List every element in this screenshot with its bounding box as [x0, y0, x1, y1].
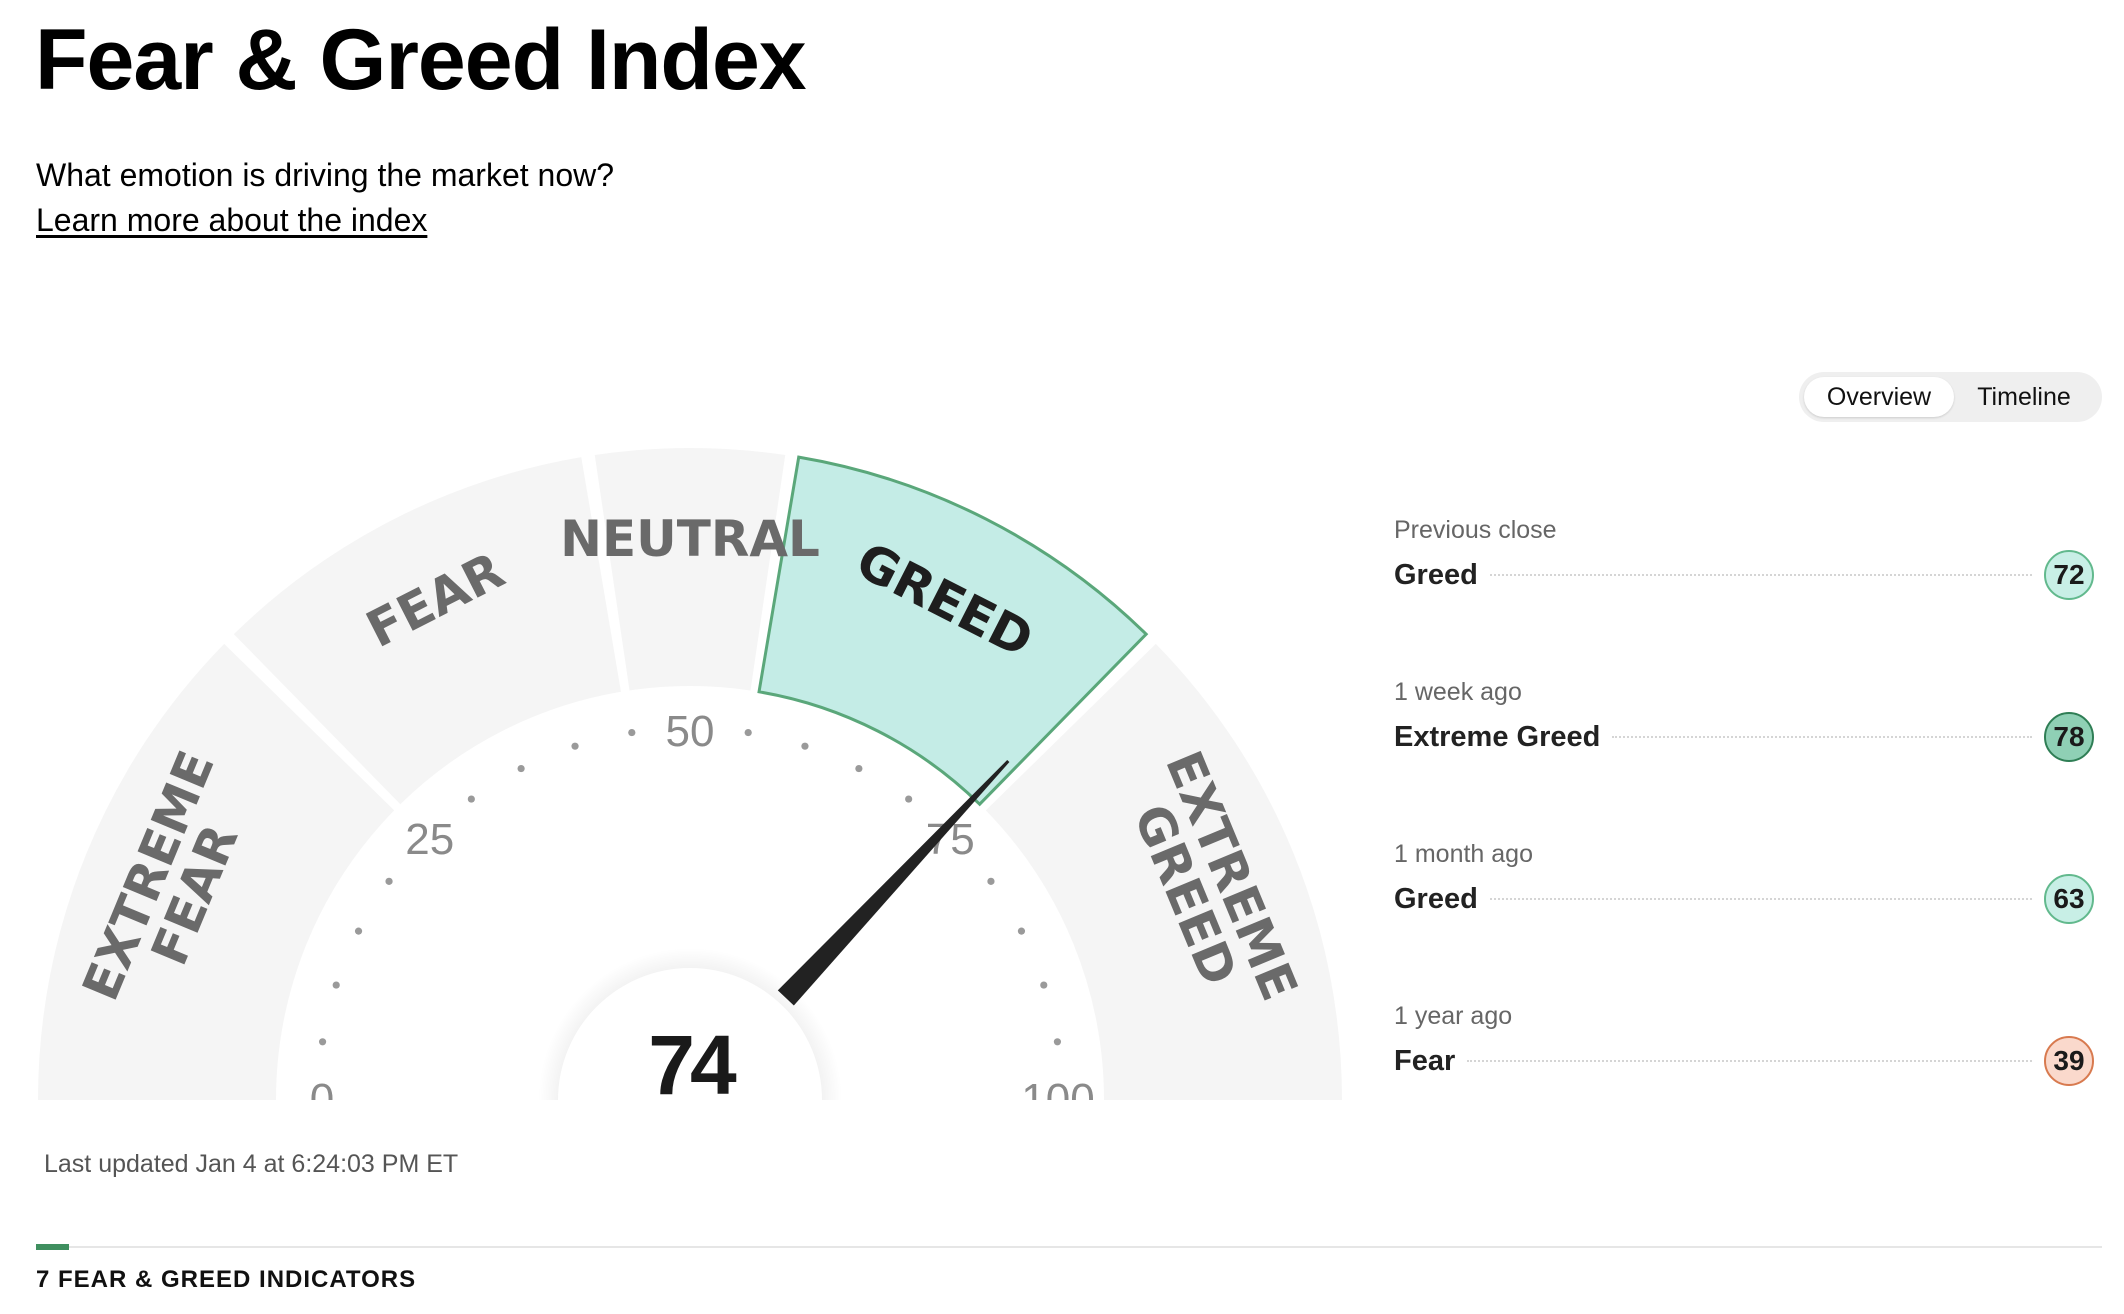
gauge-tick-dot — [1017, 927, 1026, 935]
gauge-value: 74 — [648, 1018, 736, 1112]
gauge-zone-fear — [233, 457, 621, 805]
gauge-tick-dot — [855, 764, 863, 773]
gauge-tick-dot — [318, 1038, 327, 1046]
gauge-tick-dot — [905, 795, 913, 803]
gauge-zone-label: NEUTRAL — [560, 510, 820, 568]
dotted-leader — [1489, 574, 2032, 576]
gauge-tick-dot — [1053, 1038, 1062, 1046]
history-when: Previous close — [1394, 516, 1557, 544]
gauge-tick-dot — [987, 877, 995, 885]
gauge-hub — [558, 968, 822, 1140]
dotted-leader — [1489, 898, 2032, 900]
indicators-section-title[interactable]: 7 FEAR & GREED INDICATORS — [36, 1266, 417, 1293]
gauge-tick-dot — [385, 877, 393, 885]
gauge-tick-dot — [571, 742, 579, 750]
learn-more-link[interactable]: Learn more about the index — [36, 202, 428, 238]
gauge-tick-dot — [628, 728, 636, 737]
history-label: Extreme Greed — [1394, 720, 1601, 753]
timeline-tab[interactable]: Timeline — [1977, 382, 2071, 411]
gauge-zone-extreme-fear — [38, 643, 395, 1100]
gauge-tick-dot — [744, 728, 752, 737]
gauge-tick-dot — [517, 764, 525, 773]
section-tab-indicator — [36, 1244, 69, 1250]
gauge-zone-extreme-greed — [985, 643, 1342, 1100]
dotted-leader — [1467, 1060, 2032, 1062]
gauge-tick-dot — [1040, 981, 1048, 989]
history-label: Fear — [1394, 1044, 1456, 1077]
history-badge: 78 — [2044, 712, 2094, 762]
gauge-tick-label: 25 — [405, 815, 454, 864]
section-divider — [36, 1246, 2102, 1248]
gauge-tick-dot — [354, 927, 363, 935]
overview-tab[interactable]: Overview — [1804, 377, 1954, 417]
history-when: 1 week ago — [1394, 678, 1522, 706]
gauge-tick-dot — [332, 981, 340, 989]
gauge-tick-dot — [467, 795, 475, 803]
gauge-zone-neutral — [594, 447, 786, 691]
gauge-tick-label: 50 — [666, 707, 715, 756]
page-title: Fear & Greed Index — [35, 12, 807, 108]
history-item-1-month: 1 month ago Greed 63 — [1394, 840, 2094, 940]
history-item-1-year: 1 year ago Fear 39 — [1394, 1002, 2094, 1102]
page-subtitle: What emotion is driving the market now? — [36, 157, 615, 193]
history-item-1-week: 1 week ago Extreme Greed 78 — [1394, 678, 2094, 778]
history-item-previous-close: Previous close Greed 72 — [1394, 516, 2094, 616]
gauge-baseline-mask — [0, 1100, 1380, 1140]
history-label: Greed — [1394, 558, 1478, 591]
gauge-tick-dot — [801, 742, 809, 750]
history-badge: 72 — [2044, 550, 2094, 600]
view-toggle: Overview Timeline — [1799, 372, 2102, 422]
history-badge: 39 — [2044, 1036, 2094, 1086]
last-updated: Last updated Jan 4 at 6:24:03 PM ET — [44, 1150, 459, 1178]
history-label: Greed — [1394, 882, 1478, 915]
dotted-leader — [1612, 736, 2032, 738]
history-badge: 63 — [2044, 874, 2094, 924]
gauge-zone-greed — [757, 455, 1149, 807]
history-when: 1 year ago — [1394, 1002, 1513, 1030]
gauge-needle — [777, 760, 1010, 1006]
history-when: 1 month ago — [1394, 840, 1533, 868]
